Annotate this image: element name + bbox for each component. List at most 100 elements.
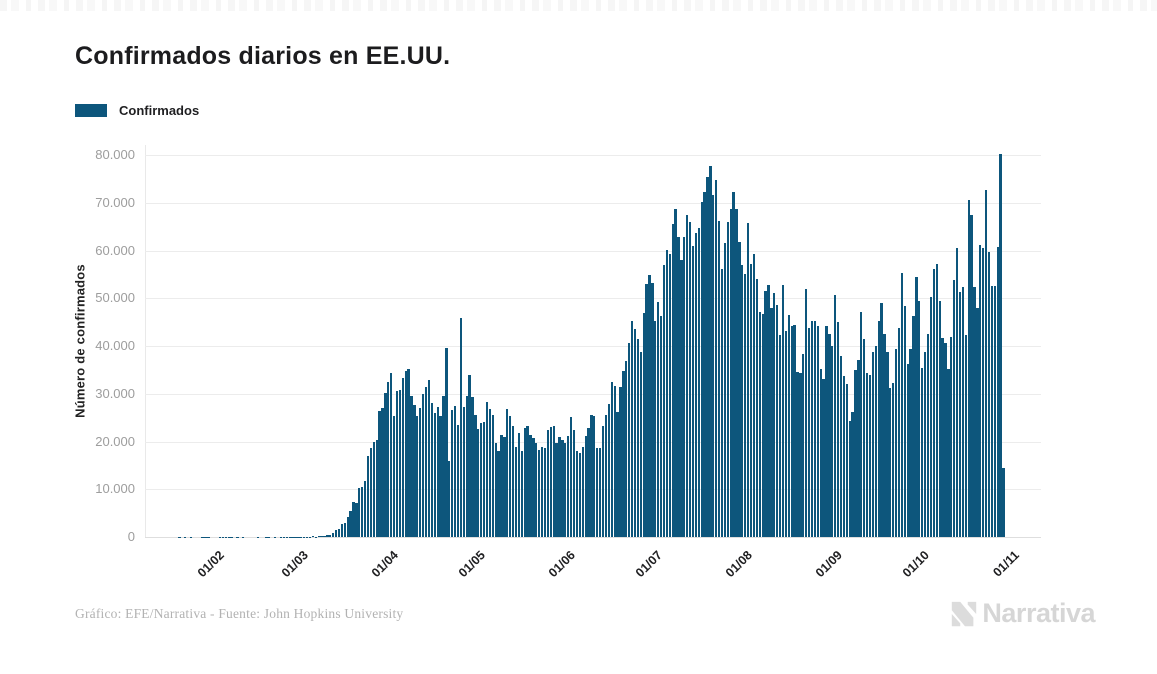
bar [935, 263, 938, 537]
bar [732, 191, 735, 537]
bar [825, 326, 828, 537]
x-tick-label: 01/09 [812, 548, 845, 581]
bar [433, 412, 436, 537]
bar [596, 447, 599, 537]
bar [471, 397, 474, 537]
bar [485, 401, 489, 537]
bar [999, 153, 1002, 537]
grid-line [145, 537, 1041, 538]
bar [355, 503, 358, 537]
bar [619, 386, 622, 537]
bar [944, 343, 947, 537]
plot-area: Número de confirmados 0 10.000 20.000 30.00… [73, 145, 1041, 580]
bar [764, 291, 767, 537]
bar [761, 313, 764, 537]
bar [863, 338, 866, 537]
bar [964, 335, 967, 537]
bar [778, 335, 782, 537]
bar [749, 264, 753, 537]
bar [477, 429, 480, 537]
bar [430, 402, 433, 537]
bar [874, 345, 877, 537]
bar [979, 244, 982, 537]
bar [810, 320, 814, 537]
bar [514, 446, 518, 537]
bar [674, 208, 677, 537]
legend-swatch [75, 104, 107, 117]
bar [494, 442, 497, 537]
bar [970, 215, 973, 537]
bar [912, 315, 915, 537]
bar [990, 285, 994, 537]
bar [918, 301, 921, 537]
bar [381, 407, 384, 537]
bar [1002, 467, 1005, 537]
bar [572, 430, 576, 537]
bar [723, 242, 727, 537]
bar [445, 348, 448, 537]
bar [488, 408, 492, 537]
bar [889, 387, 892, 537]
bar [390, 373, 393, 537]
credit-text: Gráfico: EFE/Narrativa - Fuente: John Ho… [75, 606, 404, 621]
bar [953, 280, 956, 537]
bar [395, 391, 399, 537]
bar [462, 406, 465, 537]
bar [599, 448, 602, 537]
y-tick-label: 40.000 [95, 338, 135, 353]
x-tick-label: 01/10 [899, 548, 932, 581]
bar [851, 412, 854, 537]
bar [361, 487, 364, 537]
bar [665, 250, 669, 537]
y-tick-label: 70.000 [95, 194, 135, 210]
bar [836, 322, 840, 537]
bar [628, 343, 631, 537]
bar [497, 450, 500, 537]
bar [506, 409, 509, 537]
bar [729, 209, 732, 537]
bar [459, 318, 463, 537]
bar [726, 222, 729, 537]
y-tick-label: 50.000 [95, 290, 135, 306]
bar [909, 348, 912, 537]
legend: Confirmados [75, 103, 199, 118]
bar [883, 334, 886, 537]
bar [987, 251, 991, 537]
bar [448, 460, 451, 537]
bar [828, 333, 831, 537]
bar [709, 166, 712, 537]
bar [967, 199, 970, 537]
bar [662, 264, 666, 537]
bar [578, 452, 581, 537]
y-tick-label: 60.000 [95, 242, 135, 258]
bar [610, 382, 613, 537]
grid-line [145, 155, 1041, 156]
bar [523, 428, 526, 537]
bar [532, 438, 535, 537]
bar [950, 336, 953, 537]
bar [584, 436, 587, 537]
bar [834, 294, 837, 537]
y-tick-label: 30.000 [95, 385, 135, 401]
narrativa-logo: Narrativa [949, 598, 1095, 629]
bar [880, 302, 883, 537]
bar [776, 304, 779, 537]
bar [720, 268, 724, 537]
bar [581, 446, 584, 537]
bar [422, 393, 425, 537]
bar [587, 427, 590, 537]
bar [929, 296, 933, 537]
bar [857, 360, 860, 537]
bar [311, 536, 315, 537]
bar [593, 416, 596, 537]
bar [892, 383, 895, 537]
bar [941, 338, 944, 537]
grid-line [145, 250, 1041, 252]
bar [509, 416, 512, 537]
bar [334, 529, 338, 537]
bar [369, 447, 373, 537]
bar [442, 396, 445, 537]
bar [543, 447, 547, 537]
bar [807, 328, 811, 537]
bar [654, 320, 657, 537]
